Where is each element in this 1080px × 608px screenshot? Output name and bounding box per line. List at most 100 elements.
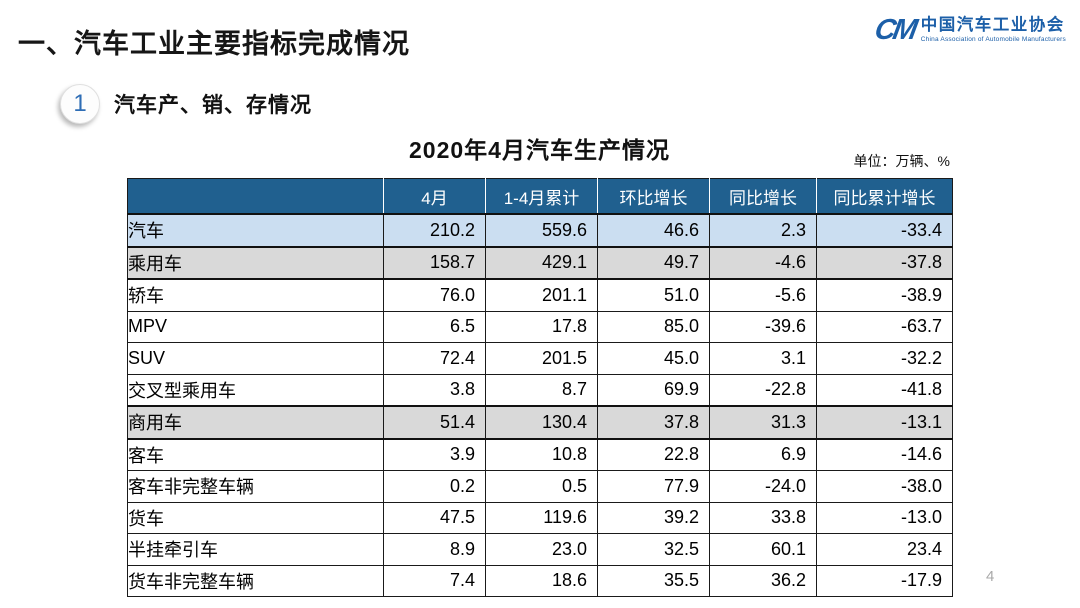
- cell-value: -38.0: [816, 470, 953, 503]
- header-row: 4月 1-4月累计 环比增长 同比增长 同比累计增长: [127, 178, 953, 215]
- unit-note: 单位：万辆、%: [853, 153, 950, 169]
- cell-value: -22.8: [709, 373, 817, 407]
- cell-value: 429.1: [485, 245, 598, 280]
- cell-value: 201.1: [485, 278, 598, 312]
- cell-value: -17.9: [816, 564, 953, 597]
- cell-value: 119.6: [485, 501, 598, 534]
- col-header-yoy-cum-growth: 同比累计增长: [816, 178, 953, 215]
- cell-value: 559.6: [485, 213, 598, 248]
- cell-value: 37.8: [597, 405, 710, 440]
- cell-value: 22.8: [597, 438, 710, 471]
- row-label: 乘用车: [127, 245, 384, 280]
- section-heading: 1 汽车产、销、存情况: [60, 84, 312, 124]
- row-label: 商用车: [127, 405, 384, 440]
- cell-value: -32.2: [816, 342, 953, 375]
- cell-value: 0.2: [383, 470, 486, 503]
- table-header: 4月 1-4月累计 环比增长 同比增长 同比累计增长: [127, 178, 953, 215]
- section-title: 汽车产、销、存情况: [114, 94, 312, 117]
- cell-value: 210.2: [383, 213, 486, 248]
- table-row: SUV 72.4 201.5 45.0 3.1 -32.2: [127, 342, 953, 375]
- cell-value: 60.1: [709, 533, 817, 566]
- cell-value: -33.4: [816, 213, 953, 248]
- logo-name-cn: 中国汽车工业协会: [920, 16, 1065, 35]
- table-row: 商用车 51.4 130.4 37.8 31.3 -13.1: [127, 405, 953, 440]
- cell-value: 130.4: [485, 405, 598, 440]
- logo-text: 中国汽车工业协会 China Association of Automobile…: [921, 16, 1066, 44]
- table-row: MPV 6.5 17.8 85.0 -39.6 -63.7: [127, 310, 953, 343]
- col-header-mom-growth: 环比增长: [597, 178, 710, 215]
- row-label: 货车: [127, 501, 384, 534]
- cell-value: -5.6: [709, 278, 817, 312]
- cell-value: 72.4: [383, 342, 486, 375]
- cell-value: 3.1: [709, 342, 817, 375]
- caam-logo-icon: CM: [871, 14, 917, 46]
- table-row: 半挂牵引车 8.9 23.0 32.5 60.1 23.4: [127, 533, 953, 566]
- cell-value: 8.9: [383, 533, 486, 566]
- cell-value: 33.8: [709, 501, 817, 534]
- table-row: 货车非完整车辆 7.4 18.6 35.5 36.2 -17.9: [127, 564, 953, 597]
- table-row: 客车 3.9 10.8 22.8 6.9 -14.6: [127, 438, 953, 471]
- cell-value: 77.9: [597, 470, 710, 503]
- cell-value: 35.5: [597, 564, 710, 597]
- cell-value: 39.2: [597, 501, 710, 534]
- row-label: 轿车: [127, 278, 384, 312]
- cell-value: 201.5: [485, 342, 598, 375]
- row-label: 交叉型乘用车: [127, 373, 384, 407]
- row-label: MPV: [127, 310, 384, 343]
- table-row: 货车 47.5 119.6 39.2 33.8 -13.0: [127, 501, 953, 534]
- cell-value: 51.4: [383, 405, 486, 440]
- cell-value: 3.9: [383, 438, 486, 471]
- table-title: 2020年4月汽车生产情况: [409, 137, 670, 163]
- cell-value: -37.8: [816, 245, 953, 280]
- cell-value: -41.8: [816, 373, 953, 407]
- row-label: 客车: [127, 438, 384, 471]
- cell-value: 23.0: [485, 533, 598, 566]
- cell-value: 36.2: [709, 564, 817, 597]
- caam-logo: CM 中国汽车工业协会 China Association of Automob…: [871, 14, 1066, 46]
- table-row: 客车非完整车辆 0.2 0.5 77.9 -24.0 -38.0: [127, 470, 953, 503]
- cell-value: 2.3: [709, 213, 817, 248]
- cell-value: 8.7: [485, 373, 598, 407]
- cell-value: -63.7: [816, 310, 953, 343]
- cell-value: -4.6: [709, 245, 817, 280]
- cell-value: 0.5: [485, 470, 598, 503]
- cell-value: -39.6: [709, 310, 817, 343]
- cell-value: -14.6: [816, 438, 953, 471]
- cell-value: 158.7: [383, 245, 486, 280]
- row-label: 客车非完整车辆: [127, 470, 384, 503]
- cell-value: 76.0: [383, 278, 486, 312]
- col-header-yoy-growth: 同比增长: [709, 178, 817, 215]
- cell-value: 51.0: [597, 278, 710, 312]
- cell-value: 32.5: [597, 533, 710, 566]
- table-row: 交叉型乘用车 3.8 8.7 69.9 -22.8 -41.8: [127, 373, 953, 407]
- cell-value: 3.8: [383, 373, 486, 407]
- cell-value: 31.3: [709, 405, 817, 440]
- production-table-body: 汽车 210.2 559.6 46.6 2.3 -33.4 乘用车 158.7 429.1 49.…: [127, 213, 953, 597]
- cell-value: 46.6: [597, 213, 710, 248]
- cell-value: 69.9: [597, 373, 710, 407]
- row-label: 汽车: [127, 213, 384, 248]
- production-table: 4月 1-4月累计 环比增长 同比增长 同比累计增长 汽车 210.2 559.6 4…: [127, 178, 953, 597]
- col-header-category: [127, 178, 384, 215]
- cell-value: 10.8: [485, 438, 598, 471]
- table-row: 乘用车 158.7 429.1 49.7 -4.6 -37.8: [127, 245, 953, 280]
- cell-value: 6.9: [709, 438, 817, 471]
- cell-value: -13.1: [816, 405, 953, 440]
- cell-value: -38.9: [816, 278, 953, 312]
- cell-value: 6.5: [383, 310, 486, 343]
- cell-value: 7.4: [383, 564, 486, 597]
- section-number-badge: 1: [60, 84, 100, 124]
- row-label: 半挂牵引车: [127, 533, 384, 566]
- cell-value: 17.8: [485, 310, 598, 343]
- cell-value: 49.7: [597, 245, 710, 280]
- page-number: 4: [986, 568, 995, 585]
- cell-value: -13.0: [816, 501, 953, 534]
- cell-value: 47.5: [383, 501, 486, 534]
- col-header-cumulative: 1-4月累计: [485, 178, 598, 215]
- cell-value: -24.0: [709, 470, 817, 503]
- table-row: 汽车 210.2 559.6 46.6 2.3 -33.4: [127, 213, 953, 248]
- col-header-april: 4月: [383, 178, 486, 215]
- page-title: 一、汽车工业主要指标完成情况: [18, 29, 410, 59]
- cell-value: 18.6: [485, 564, 598, 597]
